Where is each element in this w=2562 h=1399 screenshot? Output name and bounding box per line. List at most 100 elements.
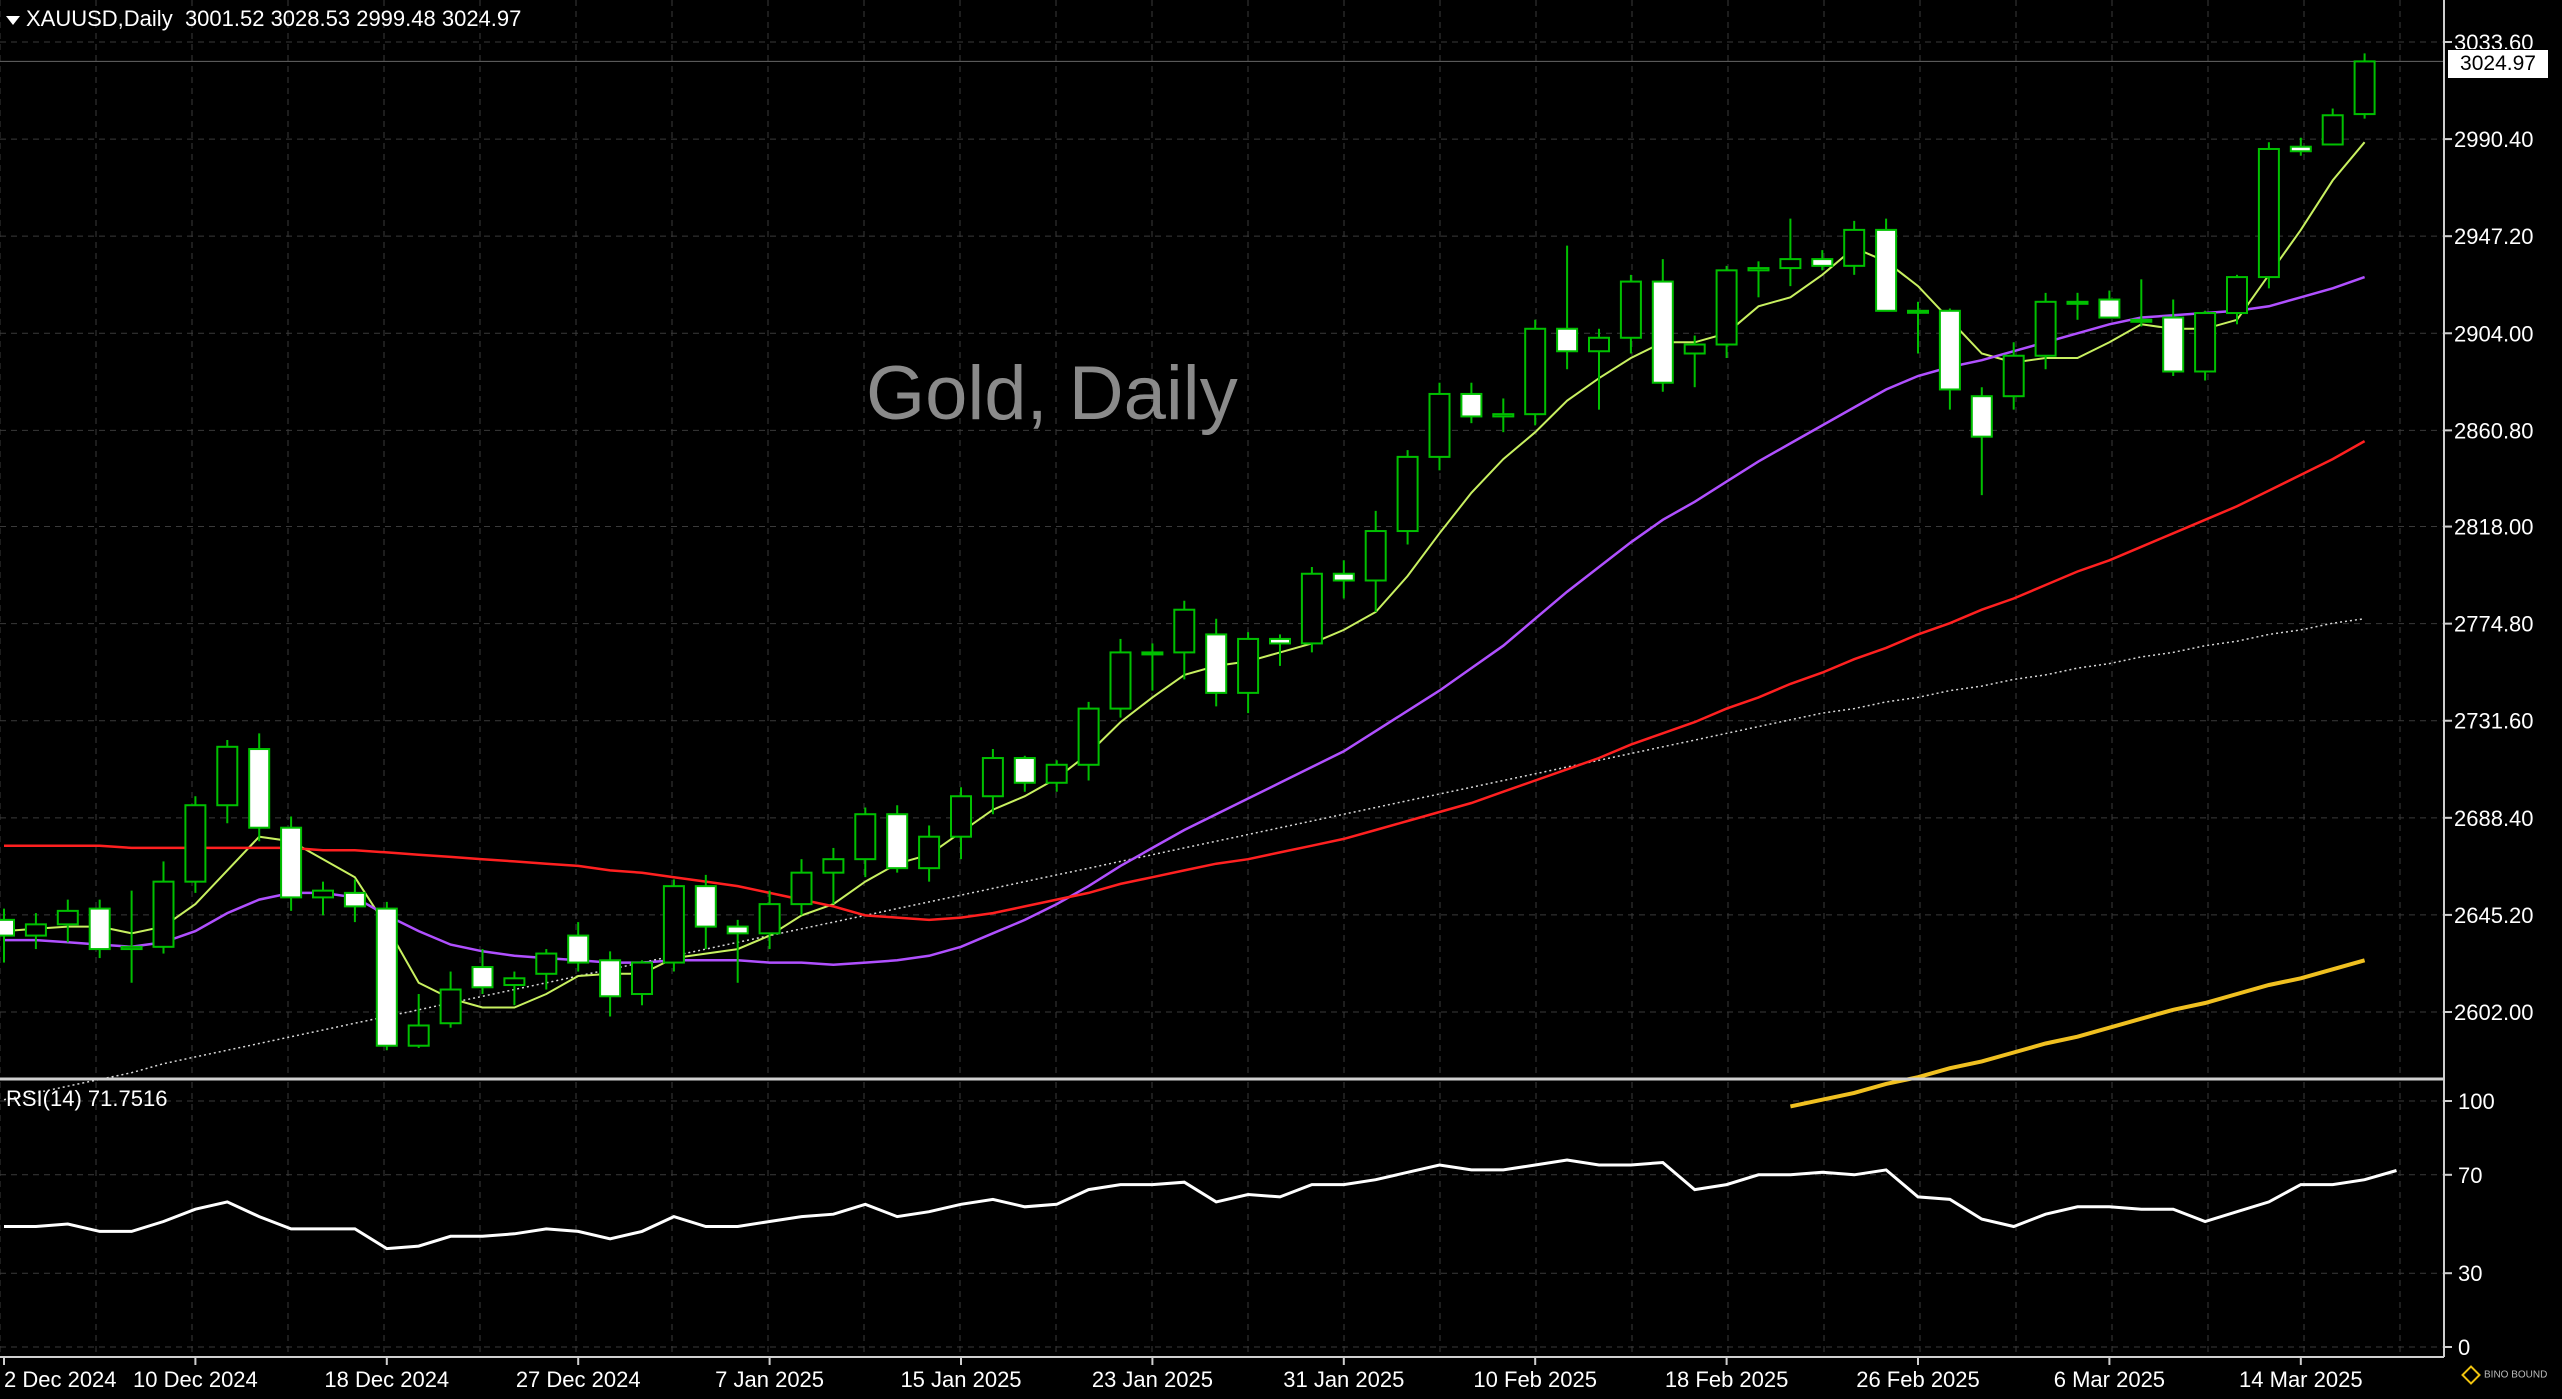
candle-bull [1109, 651, 1132, 710]
candle-bear [343, 891, 366, 908]
time-tick-label: 18 Dec 2024 [324, 1367, 449, 1392]
ma-line-slow [4, 440, 2366, 922]
price-tick-label: 2774.80 [2454, 612, 2534, 637]
grid-lines [0, 0, 2444, 1357]
chart-watermark: Gold, Daily [866, 351, 1238, 436]
candle-bear [1205, 633, 1228, 694]
time-tick-label: 10 Dec 2024 [133, 1367, 258, 1392]
candle-bull [1396, 455, 1419, 533]
candle-bear [88, 907, 111, 951]
ma-line-trend [3, 617, 2365, 1101]
candle-bull [1683, 343, 1706, 355]
candle-bull [790, 871, 813, 906]
candle-bear [1556, 327, 1579, 353]
time-tick-label: 23 Jan 2025 [1092, 1367, 1213, 1392]
candle-bear [694, 885, 717, 928]
rsi-panel [0, 1077, 2444, 1251]
time-tick-label: 7 Jan 2025 [715, 1367, 824, 1392]
candle-bull [152, 880, 175, 948]
price-tick-label: 2990.40 [2454, 127, 2534, 152]
price-tick-label: 2818.00 [2454, 515, 2534, 540]
candle-bull [120, 945, 143, 951]
price-tick-label: 2731.60 [2454, 709, 2534, 734]
candle-bull [1045, 763, 1068, 784]
ma-line-long [1789, 958, 2366, 1109]
broker-logo: BINO BOUND [2461, 1365, 2548, 1385]
candle-bear [248, 748, 271, 829]
price-tick-label: 2688.40 [2454, 806, 2534, 831]
candle-bull [2002, 354, 2025, 398]
candle-bull [1428, 392, 1451, 458]
candle-bull [1141, 651, 1164, 656]
candle-bear [1013, 757, 1036, 784]
ohlc-values: 3001.52 3028.53 2999.48 3024.97 [184, 6, 522, 31]
candle-bull [56, 909, 79, 926]
candle-bull [854, 813, 877, 861]
candle-bull [1300, 572, 1323, 645]
price-tick-label: 2860.80 [2454, 418, 2534, 443]
candle-bear [0, 918, 15, 937]
candle-bear [2289, 145, 2312, 153]
rsi-label: RSI(14) 71.7516 [6, 1086, 168, 1111]
candle-bull [662, 885, 685, 964]
candle-bull [2321, 114, 2344, 146]
candle-bear [1811, 258, 1834, 267]
candle-bull [503, 977, 526, 987]
candle-bull [758, 903, 781, 935]
candle-bull [822, 858, 845, 874]
rsi-tick-label: 30 [2458, 1261, 2482, 1286]
candle-bull [1907, 309, 1929, 314]
logo-text: BINO BOUND [2484, 1369, 2548, 1381]
candle-bear [1269, 637, 1291, 645]
candle-bear [726, 925, 749, 935]
candle-bull [1492, 413, 1515, 418]
time-tick-label: 26 Feb 2025 [1856, 1367, 1980, 1392]
candle-bull [918, 835, 941, 870]
candle-bull [2257, 147, 2280, 279]
rsi-line [4, 1158, 2397, 1251]
symbol-header[interactable]: XAUUSD,Daily 3001.52 3028.53 2999.48 302… [6, 6, 521, 32]
candle-bull [2034, 300, 2057, 357]
candle-bull [439, 988, 462, 1025]
rsi-tick-label: 100 [2458, 1089, 2495, 1114]
candle-bear [471, 966, 494, 989]
candle-bear [567, 934, 590, 964]
time-tick-label: 15 Jan 2025 [900, 1367, 1021, 1392]
candle-bear [1332, 572, 1355, 582]
candle-bull [2226, 276, 2248, 315]
candle-bear [375, 907, 398, 1047]
trend-line-dotted [3, 617, 2365, 1101]
candle-bull [2194, 312, 2217, 373]
candle-bull [1747, 267, 1770, 272]
candle-bull [24, 923, 47, 937]
candle-bear [2162, 316, 2185, 373]
candle-bull [216, 745, 239, 807]
rsi-tick-label: 0 [2458, 1335, 2470, 1360]
candle-bull [535, 952, 558, 975]
candle-bull [1237, 637, 1260, 694]
candle-bull [631, 961, 653, 996]
candle-bear [280, 826, 303, 899]
candle-bear [1875, 228, 1898, 312]
candle-bear [1970, 395, 1993, 438]
candle-bull [407, 1024, 430, 1047]
candle-bull [2130, 318, 2153, 323]
candle-bull [1619, 280, 1642, 339]
candle-bull [1077, 707, 1100, 766]
ma-line-fast [3, 141, 2366, 1009]
dropdown-triangle-icon[interactable] [6, 15, 20, 25]
candle-bear [599, 959, 622, 998]
candle-bull [1364, 530, 1387, 582]
candle-bear [886, 813, 909, 870]
price-tick-label: 2947.20 [2454, 224, 2534, 249]
candle-bull [981, 757, 1004, 798]
candles [0, 53, 2376, 1051]
current-price-tag: 3024.97 [2447, 49, 2549, 79]
price-tick-label: 2645.20 [2454, 903, 2534, 928]
candle-bull [184, 804, 207, 883]
candle-bear [1460, 392, 1483, 418]
time-tick-label: 31 Jan 2025 [1283, 1367, 1404, 1392]
logo-diamond-icon [2461, 1365, 2481, 1385]
